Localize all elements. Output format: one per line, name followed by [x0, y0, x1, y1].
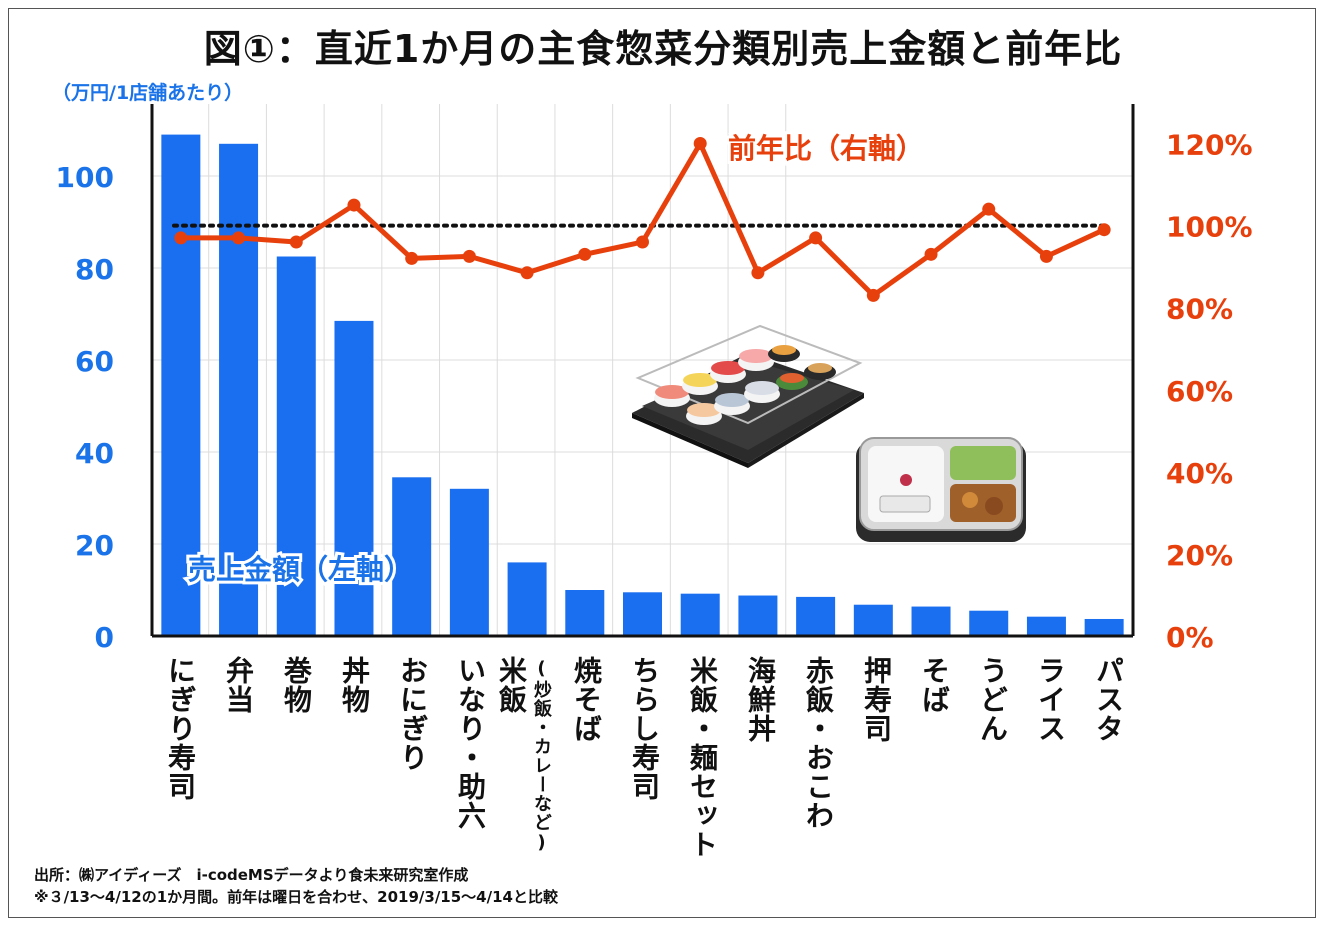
yoy-point-5: [462, 249, 476, 263]
category-label-pasta: パスタ: [1092, 656, 1125, 743]
left-tick-label: 100: [56, 161, 114, 194]
category-label-onigiri: おにぎり: [396, 656, 429, 772]
bar-3: [334, 320, 374, 636]
left-tick-label: 40: [75, 437, 114, 470]
yoy-point-3: [347, 198, 361, 212]
yoy-point-1: [232, 231, 246, 245]
right-tick-label: 0%: [1166, 621, 1214, 654]
category-label-kaisendon: 海鮮丼: [744, 656, 777, 743]
yoy-point-12: [866, 288, 880, 302]
yoy-point-9: [693, 137, 707, 151]
bar-10: [738, 595, 778, 636]
left-axis-ticks: 0 20 40 60 80 100: [56, 161, 114, 654]
category-label-makimono: 巻物: [280, 656, 313, 714]
yoy-point-11: [809, 231, 823, 245]
right-tick-label: 60%: [1166, 375, 1233, 408]
sushi-tray-icon: [632, 324, 864, 468]
yoy-point-15: [1039, 249, 1053, 263]
yoy-point-7: [578, 247, 592, 261]
line-series-label: 前年比（右軸）: [728, 132, 924, 165]
right-tick-label: 80%: [1166, 293, 1233, 326]
yoy-point-16: [1097, 223, 1111, 237]
figure-frame: [8, 8, 1316, 918]
bar-4: [392, 477, 432, 636]
source-note-line-2: ※３/13～4/12の1か月間。前年は曜日を合わせ、2019/3/15～4/14…: [34, 888, 558, 906]
bar-6: [507, 562, 547, 636]
line-series: [174, 137, 1111, 302]
bar-9: [680, 593, 720, 636]
right-tick-label: 100%: [1166, 211, 1253, 244]
bar-7: [565, 590, 605, 636]
left-axis-unit-label: （万円/1店舗あたり）: [52, 82, 244, 104]
left-tick-label: 60: [75, 345, 114, 378]
right-tick-label: 20%: [1166, 539, 1233, 572]
yoy-point-13: [924, 247, 938, 261]
yoy-point-6: [520, 266, 534, 280]
category-label-rice: ライス: [1034, 656, 1067, 743]
bar-13: [911, 606, 951, 636]
category-label-yakisoba: 焼そば: [570, 656, 603, 743]
series-labels: 売上金額（左軸） 前年比（右軸）: [185, 129, 927, 589]
bar-0: [161, 134, 201, 636]
yoy-point-2: [289, 235, 303, 249]
category-sublabel-beihan: (炒飯・カレーなど): [531, 658, 552, 854]
yoy-point-4: [405, 251, 419, 265]
category-label-oshizushi: 押寿司: [860, 656, 893, 743]
category-label-beihan: 米飯: [495, 656, 528, 714]
source-note-line-1: 出所：㈱アイディーズ i-codeMSデータより食未来研究室作成: [34, 866, 469, 884]
left-tick-label: 0: [95, 621, 114, 654]
bento-box-icon: [856, 437, 1026, 542]
category-label-chirashi: ちらし寿司: [628, 656, 661, 801]
yoy-point-8: [636, 235, 649, 249]
source-notes: 出所：㈱アイディーズ i-codeMSデータより食未来研究室作成 ※３/13～4…: [34, 864, 558, 908]
category-label-bento: 弁当: [222, 656, 255, 714]
category-label-inari: いなり・助六: [454, 656, 487, 830]
category-label-donburi: 丼物: [338, 656, 371, 714]
category-label-nigiri: にぎり寿司: [164, 656, 197, 801]
left-tick-label: 20: [75, 529, 114, 562]
axes: [150, 104, 1135, 638]
bar-5: [449, 488, 489, 636]
chart-title: 図①：直近1か月の主食惣菜分類別売上金額と前年比: [203, 27, 1123, 71]
right-tick-label: 120%: [1166, 129, 1253, 162]
yoy-point-14: [982, 202, 996, 216]
category-label-beihan-men-set: 米飯・麺セット: [686, 656, 719, 859]
yoy-point-10: [751, 266, 765, 280]
bar-series-label: 売上金額（左軸）: [188, 553, 412, 586]
yoy-line: [180, 141, 1106, 298]
right-tick-label: 40%: [1166, 457, 1233, 490]
bar-12: [853, 604, 893, 636]
category-label-sekihan: 赤飯・おこわ: [802, 656, 835, 830]
bar-11: [796, 596, 836, 636]
yoy-point-0: [174, 231, 188, 245]
left-tick-label: 80: [75, 253, 114, 286]
bar-8: [623, 592, 662, 636]
category-label-soba: そば: [918, 656, 951, 714]
right-axis-ticks: 0% 20% 40% 60% 80% 100% 120%: [1166, 129, 1253, 654]
category-label-udon: うどん: [976, 656, 1009, 743]
bar-15: [1026, 616, 1066, 636]
bar-2: [276, 256, 316, 636]
bar-14: [969, 610, 1009, 636]
bar-16: [1084, 618, 1124, 636]
